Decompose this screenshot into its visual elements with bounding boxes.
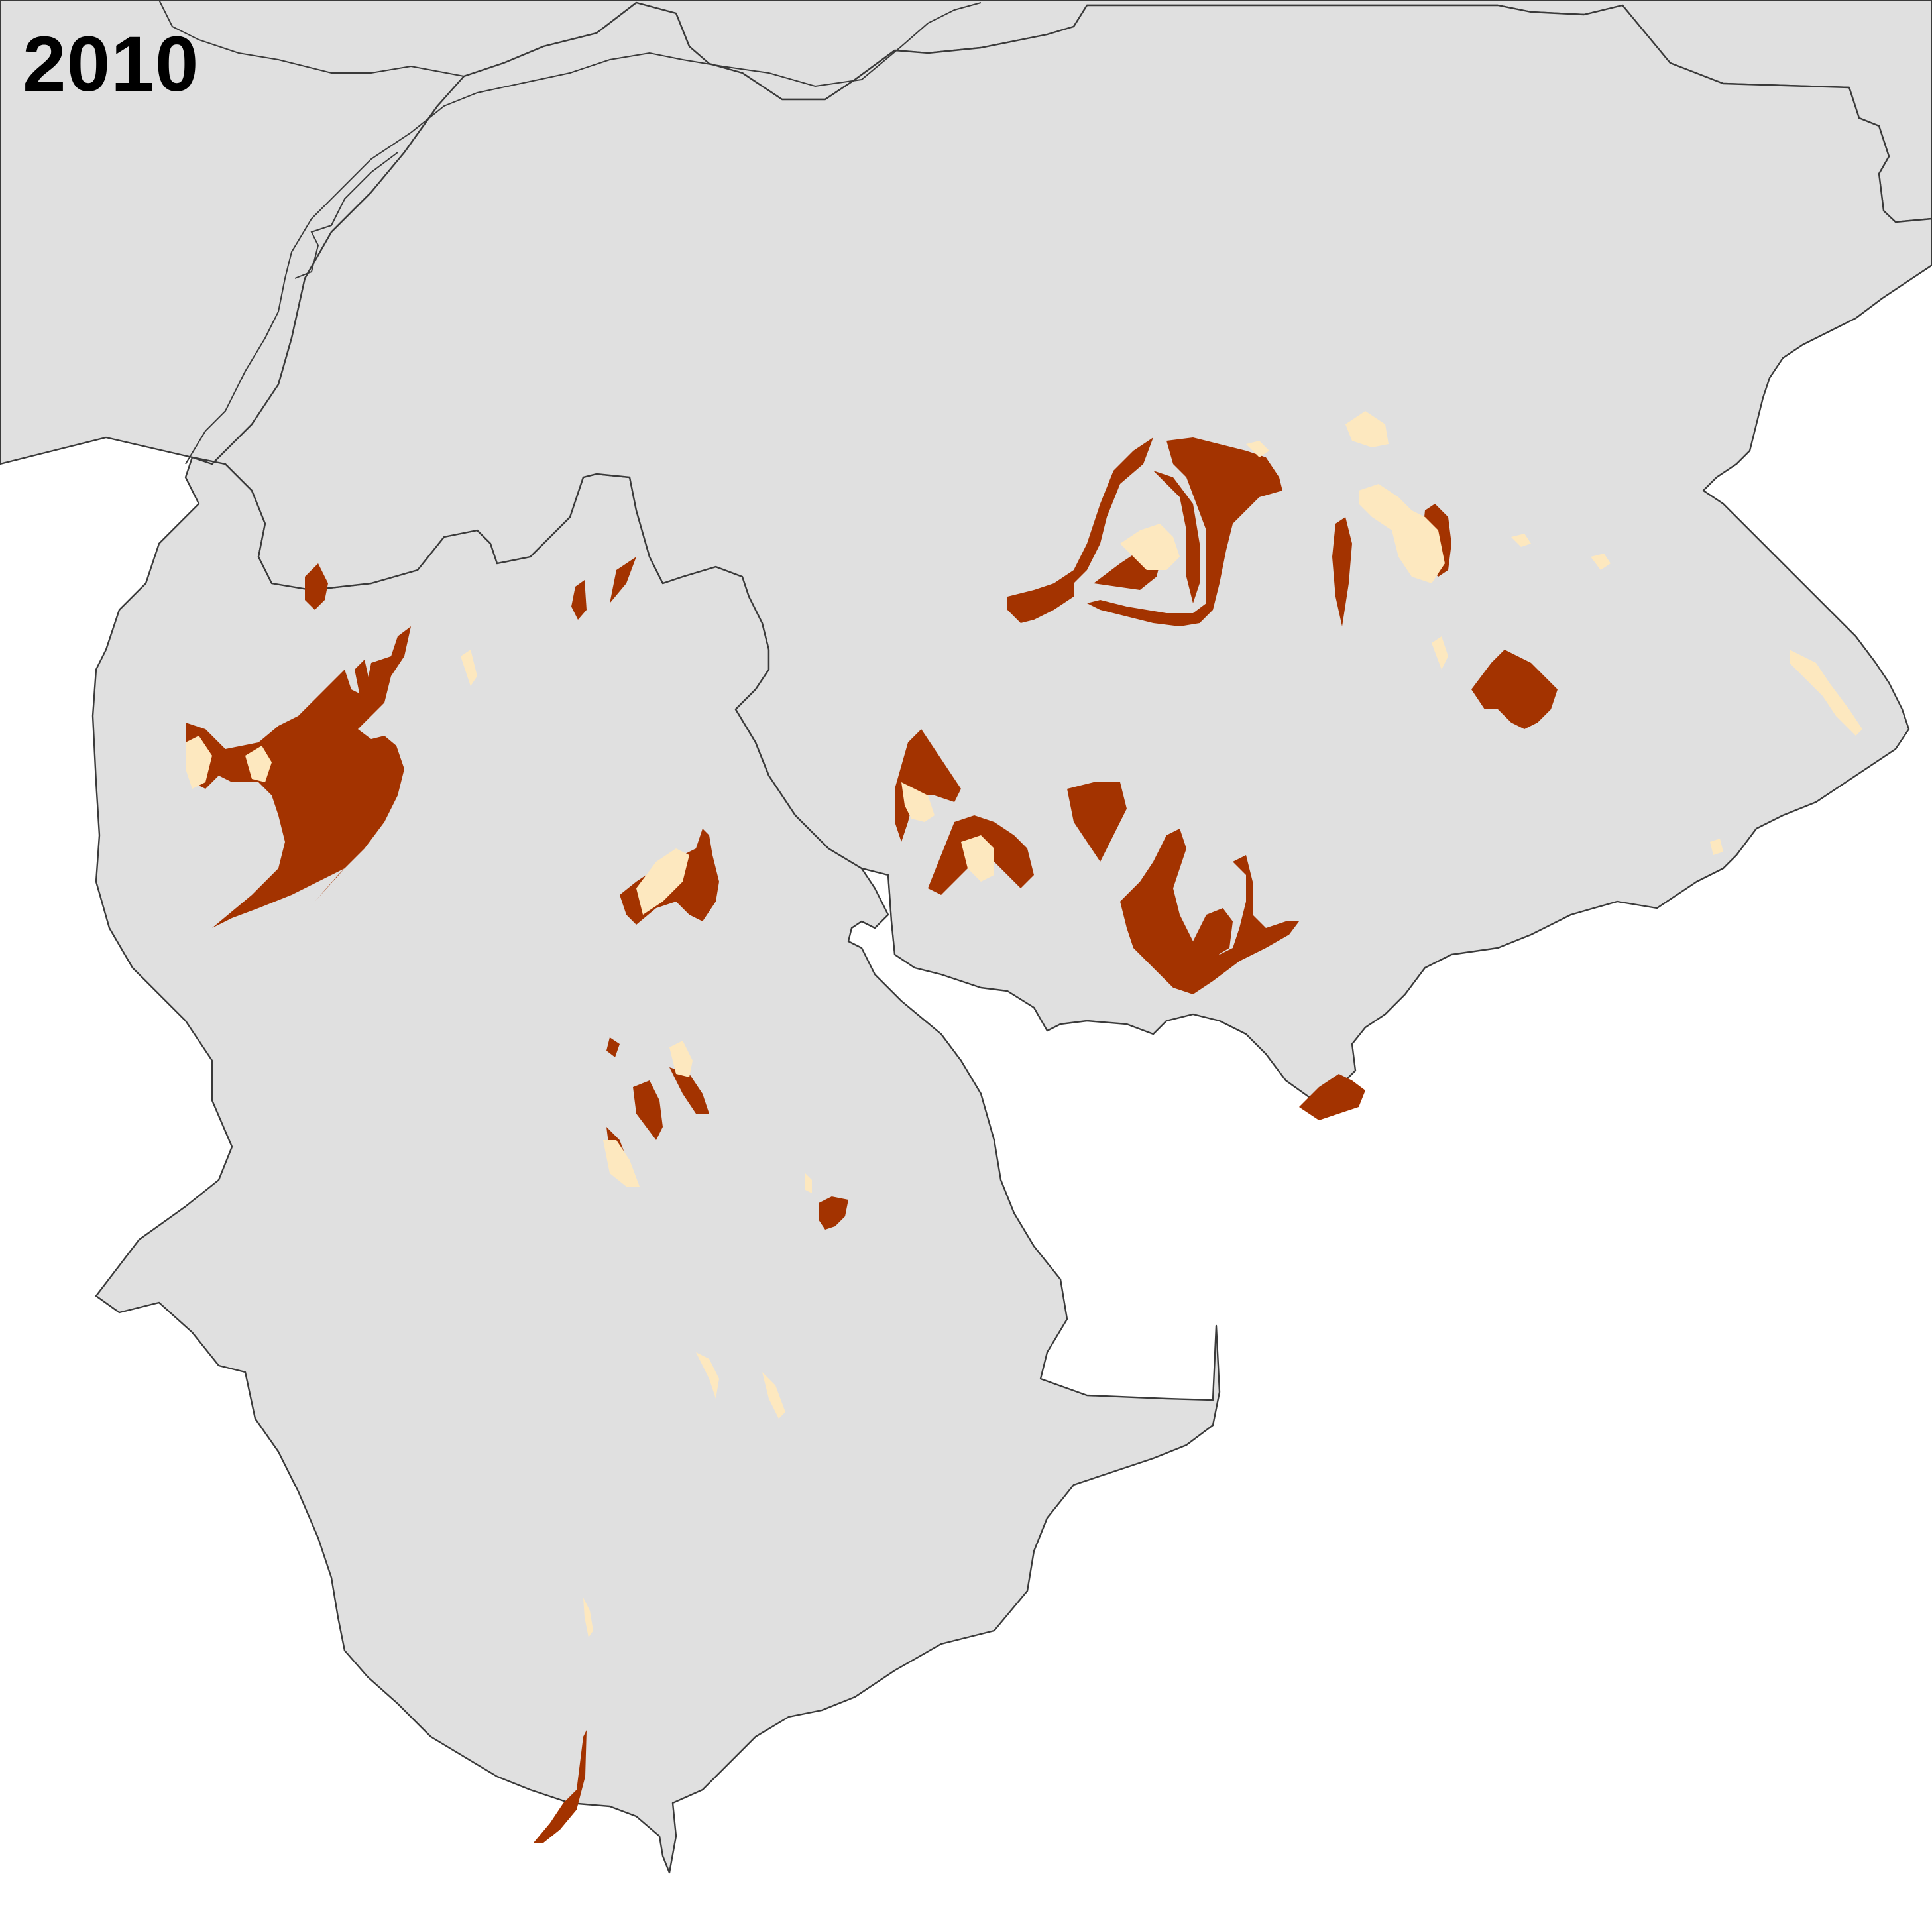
light-patch-east-5 <box>1591 554 1611 570</box>
light-patch-south-2 <box>762 1372 785 1419</box>
light-patch-east-ring <box>1120 524 1180 570</box>
light-patch-east-mid-2 <box>961 835 994 882</box>
light-patch-west <box>186 736 212 789</box>
dark-patch-east-cluster <box>1471 650 1558 729</box>
light-patch-east-3 <box>1432 636 1448 670</box>
dark-patch-central-south-1 <box>633 1080 663 1140</box>
northern-river <box>185 2 982 465</box>
dark-patch-central-south-2 <box>669 1067 709 1114</box>
dark-patch-east-u <box>1120 829 1299 994</box>
dark-patch-east-u-center <box>1193 908 1233 958</box>
light-patch-south-1 <box>696 1352 719 1399</box>
light-patch-west-2 <box>245 746 272 782</box>
light-patch-central-south-2 <box>603 1140 640 1187</box>
light-patch-north-dot <box>461 650 477 686</box>
light-patch-east-edge-2 <box>1710 839 1723 855</box>
dark-patch-north-small-2 <box>610 557 636 603</box>
light-patch-central-south-1 <box>669 1041 693 1077</box>
dark-patch-west-large <box>186 626 411 928</box>
dark-patch-east-sliver <box>1332 517 1352 626</box>
northern-river-branch <box>294 152 398 279</box>
dark-patch-east-ring-inner-arc <box>1153 471 1200 603</box>
dark-patch-far-south <box>534 1730 587 1843</box>
light-patch-east-2 <box>1359 484 1445 583</box>
dark-patch-northwest <box>305 563 328 610</box>
light-patch-south-3 <box>805 1173 812 1193</box>
dark-patch-east-ring-main <box>1087 437 1282 626</box>
light-patch-east-4 <box>1511 534 1531 547</box>
light-class-patches <box>186 411 1862 1637</box>
dark-patch-southeast <box>1299 1074 1365 1120</box>
light-patch-east-1 <box>1345 411 1389 447</box>
light-patch-central <box>636 848 689 915</box>
dark-patch-east-mid-3 <box>1067 782 1127 862</box>
light-patch-east-mid <box>901 782 935 822</box>
dark-patch-west-upper <box>355 660 371 703</box>
light-patch-east-mid-3 <box>1246 441 1269 457</box>
light-patch-far-south <box>583 1598 593 1637</box>
internal-border <box>734 596 895 955</box>
dark-class-patches <box>186 437 1558 1843</box>
dark-patch-central-south-4 <box>606 1037 620 1057</box>
dark-patch-south-small <box>819 1196 848 1230</box>
map-year-label: 2010 <box>23 21 199 108</box>
dark-patch-east-mid-1 <box>895 729 961 842</box>
dark-patch-east-ring-outer <box>1007 437 1153 623</box>
light-patch-east-edge <box>1790 650 1862 736</box>
northern-border-west <box>158 0 465 77</box>
dark-patch-north-small-1 <box>571 580 587 620</box>
eastern-region <box>191 1 1932 1098</box>
